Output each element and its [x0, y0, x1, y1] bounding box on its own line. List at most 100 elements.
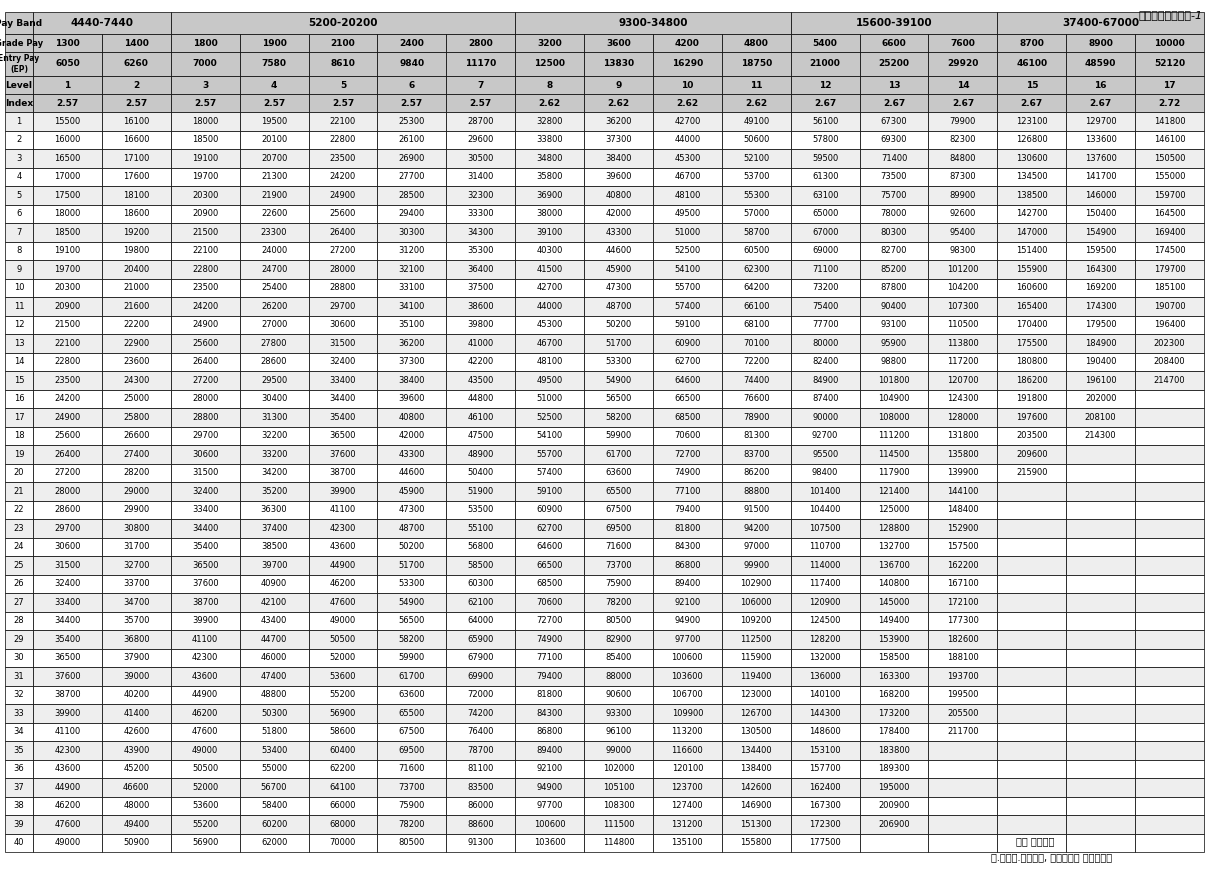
Bar [170, 519, 239, 538]
Text: 208100: 208100 [1084, 413, 1116, 422]
Text: 22800: 22800 [54, 357, 81, 366]
Text: 55000: 55000 [261, 764, 288, 773]
Bar [997, 371, 1066, 390]
Bar [102, 297, 170, 316]
Text: 134400: 134400 [740, 746, 773, 755]
Text: 64100: 64100 [330, 783, 357, 792]
Text: 62200: 62200 [330, 764, 357, 773]
Bar [33, 334, 102, 352]
Text: 55700: 55700 [675, 283, 700, 292]
Bar [102, 760, 170, 778]
Text: 25300: 25300 [399, 117, 426, 126]
Text: 130600: 130600 [1016, 154, 1048, 163]
Text: 114800: 114800 [603, 838, 635, 847]
Text: 38400: 38400 [399, 376, 426, 385]
Bar [446, 482, 515, 501]
Text: 29900: 29900 [123, 505, 150, 514]
Bar [239, 260, 308, 279]
Bar [1066, 612, 1135, 630]
Text: 173200: 173200 [878, 709, 910, 718]
Bar [33, 297, 102, 316]
Text: Pay Band: Pay Band [0, 18, 42, 27]
Text: 148400: 148400 [947, 505, 979, 514]
Bar [515, 186, 584, 205]
Text: 142700: 142700 [1016, 209, 1048, 218]
Bar [33, 112, 102, 130]
Text: 62700: 62700 [537, 524, 563, 533]
Text: 6: 6 [16, 209, 22, 218]
Text: 105100: 105100 [603, 783, 635, 792]
Bar [239, 482, 308, 501]
Bar [722, 112, 791, 130]
Bar [791, 685, 860, 704]
Bar [653, 94, 722, 112]
Bar [722, 760, 791, 778]
Bar [1066, 667, 1135, 685]
Bar [584, 556, 653, 574]
Bar [929, 630, 997, 649]
Bar [722, 445, 791, 463]
Text: 36200: 36200 [399, 339, 426, 348]
Text: 39700: 39700 [261, 561, 288, 570]
Bar [929, 279, 997, 297]
Text: 13: 13 [13, 339, 24, 348]
Text: 5200-20200: 5200-20200 [308, 18, 377, 28]
Bar [5, 112, 33, 130]
Text: 72200: 72200 [744, 357, 769, 366]
Text: 54900: 54900 [399, 598, 426, 607]
Text: 30800: 30800 [123, 524, 150, 533]
Bar [653, 34, 722, 52]
Bar [5, 205, 33, 223]
Bar [102, 279, 170, 297]
Text: 13830: 13830 [603, 59, 634, 68]
Text: 124500: 124500 [809, 616, 841, 625]
Text: 120700: 120700 [947, 376, 979, 385]
Text: 17: 17 [13, 413, 24, 422]
Bar [860, 723, 929, 741]
Bar [308, 741, 377, 760]
Bar [860, 297, 929, 316]
Bar [5, 12, 33, 34]
Bar [722, 815, 791, 834]
Text: 94900: 94900 [675, 616, 700, 625]
Text: 19800: 19800 [123, 246, 150, 255]
Bar [33, 168, 102, 186]
Text: 52500: 52500 [537, 413, 562, 422]
Bar [653, 279, 722, 297]
Bar [170, 501, 239, 519]
Bar [1135, 168, 1204, 186]
Bar [239, 186, 308, 205]
Bar [377, 260, 446, 279]
Bar [377, 241, 446, 260]
Bar [308, 778, 377, 796]
Text: 78200: 78200 [606, 598, 632, 607]
Text: 184900: 184900 [1084, 339, 1116, 348]
Text: 26200: 26200 [261, 302, 288, 311]
Bar [997, 685, 1066, 704]
Bar [446, 149, 515, 168]
Text: 148600: 148600 [809, 727, 841, 736]
Text: 25200: 25200 [879, 59, 909, 68]
Bar [170, 704, 239, 723]
Text: 25000: 25000 [123, 394, 150, 403]
Text: 61300: 61300 [812, 172, 838, 181]
Text: 59100: 59100 [675, 320, 700, 329]
Text: 67500: 67500 [606, 505, 632, 514]
Bar [997, 612, 1066, 630]
Text: 42300: 42300 [192, 653, 219, 662]
Text: 24300: 24300 [123, 376, 150, 385]
Text: 2.57: 2.57 [400, 99, 423, 108]
Text: 69000: 69000 [812, 246, 838, 255]
Bar [791, 723, 860, 741]
Text: 70000: 70000 [330, 838, 357, 847]
Text: 153900: 153900 [878, 635, 910, 644]
Text: 44700: 44700 [261, 635, 288, 644]
Bar [446, 241, 515, 260]
Text: 18750: 18750 [741, 59, 771, 68]
Bar [33, 463, 102, 482]
Bar [1135, 52, 1204, 76]
Bar [308, 205, 377, 223]
Bar [33, 778, 102, 796]
Bar [170, 760, 239, 778]
Text: 104200: 104200 [947, 283, 978, 292]
